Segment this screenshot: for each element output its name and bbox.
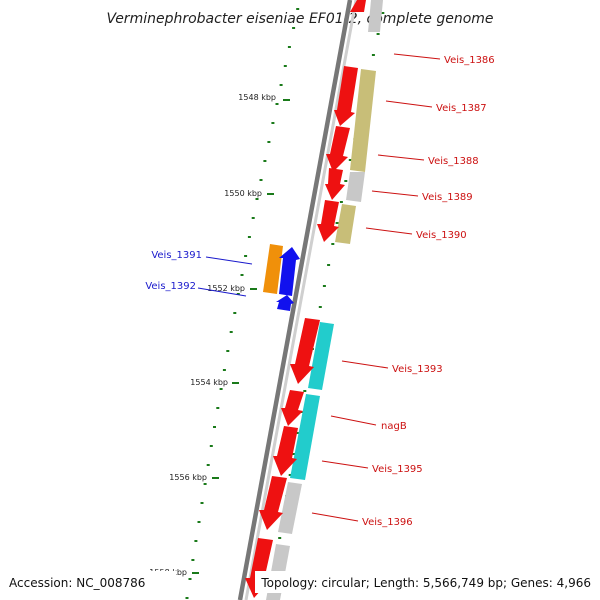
kbp-ticks — [192, 99, 290, 574]
ruler-dot — [247, 236, 251, 238]
cog-bar — [278, 482, 302, 534]
ruler-dot — [203, 483, 207, 485]
cog-bar — [308, 322, 334, 390]
ruler-dot — [259, 179, 263, 181]
ruler-dot — [255, 198, 259, 200]
ruler-dot — [279, 84, 283, 86]
gene-arrow — [334, 66, 358, 126]
ruler-dot — [295, 432, 299, 434]
ruler-dot — [267, 141, 271, 143]
ruler-dot — [278, 537, 282, 539]
ruler-dot — [185, 597, 189, 599]
ruler-dot — [216, 407, 220, 409]
gene-label-veis-1393: Veis_1393 — [392, 364, 443, 375]
ruler-dot — [240, 274, 244, 276]
gene-label-veis-1396: Veis_1396 — [362, 517, 413, 528]
footer-accession-bg — [4, 571, 176, 593]
kbp-label-1548: 1548 kbp — [238, 93, 276, 102]
cds-reverse — [263, 244, 300, 311]
gene-label-nagb: nagB — [381, 421, 407, 432]
ruler-dot — [197, 521, 201, 523]
ruler-dot — [236, 293, 240, 295]
ruler-dot — [229, 331, 233, 333]
ruler-dot — [191, 559, 195, 561]
gene-label-veis-1390: Veis_1390 — [416, 230, 467, 241]
ruler-dot — [327, 264, 331, 266]
ruler-dot — [339, 201, 343, 203]
map-title: Verminephrobacter eiseniae EF01-2, compl… — [106, 11, 493, 27]
gene-arrow — [259, 476, 287, 530]
ruler-dot — [331, 243, 335, 245]
ruler-dot — [288, 474, 292, 476]
ruler-dot — [188, 578, 192, 580]
cog-bar — [335, 204, 356, 244]
gene-arrow — [290, 318, 320, 384]
ruler-dot — [376, 33, 380, 35]
gene-arrow — [317, 200, 339, 242]
ruler-dot — [213, 426, 216, 428]
gene-arrow — [276, 295, 294, 311]
accession-text: Accession: NC_008786 — [9, 576, 145, 590]
ruler-dot — [222, 369, 226, 371]
cog-bar — [290, 394, 320, 480]
ruler-dot — [296, 8, 300, 10]
ruler-dot — [233, 312, 237, 314]
ruler-dot — [226, 350, 230, 352]
gene-arrow — [273, 426, 298, 476]
gene-label-veis-1389: Veis_1389 — [422, 192, 473, 203]
ruler-dot — [381, 12, 385, 14]
cog-bar — [263, 244, 283, 294]
kbp-label-1552: 1552 kbp — [207, 284, 245, 293]
gene-arrow — [325, 168, 345, 200]
ruler-dot — [335, 222, 339, 224]
ruler-dot — [322, 285, 326, 287]
gene-label-veis-1395: Veis_1395 — [372, 464, 423, 475]
gene-label-veis-1386: Veis_1386 — [444, 55, 495, 66]
ruler-dot — [371, 54, 375, 56]
genome-backbone — [237, 0, 358, 600]
gene-label-veis-1392: Veis_1392 — [145, 281, 196, 292]
cds-forward — [245, 0, 366, 598]
ruler-dot — [283, 65, 287, 67]
ruler-dot — [292, 453, 296, 455]
ruler-dot — [318, 306, 322, 308]
ruler-dot — [348, 159, 352, 161]
gene-arrow — [279, 247, 300, 296]
gene-label-veis-1388: Veis_1388 — [428, 156, 479, 167]
cog-bar — [350, 69, 376, 172]
ruler-dot — [244, 255, 248, 257]
topology-text: Topology: circular; Length: 5,566,749 bp… — [260, 576, 591, 590]
ruler-dot — [263, 160, 267, 162]
ruler-dot — [200, 502, 204, 504]
ruler-dot — [287, 46, 291, 48]
gene-arrow — [281, 390, 304, 426]
kbp-label-1556: 1556 kbp — [169, 473, 207, 482]
cog-bar — [368, 0, 383, 32]
ruler-dot — [275, 103, 279, 105]
cog-bar — [346, 172, 365, 202]
ruler-dot — [271, 122, 275, 124]
ruler-dot — [251, 217, 255, 219]
ruler-dot — [303, 390, 307, 392]
gene-label-veis-1387: Veis_1387 — [436, 103, 487, 114]
ruler-dot — [209, 445, 213, 447]
ruler-dot — [194, 540, 198, 542]
gene-label-veis-1391: Veis_1391 — [151, 250, 202, 261]
ruler-dot — [292, 27, 296, 29]
kbp-label-1554: 1554 kbp — [190, 378, 228, 387]
footer-topology-bg — [255, 571, 597, 593]
kbp-label-1550: 1550 kbp — [224, 189, 262, 198]
ruler-dot — [219, 388, 223, 390]
ruler-dot — [344, 180, 348, 182]
gene-arrow — [350, 0, 366, 12]
gene-labels: Veis_1386 Veis_1387 Veis_1388 Veis_1389 … — [145, 55, 494, 528]
label-leaders — [197, 53, 441, 522]
ruler-dot — [206, 464, 210, 466]
gene-arrow — [326, 126, 350, 172]
